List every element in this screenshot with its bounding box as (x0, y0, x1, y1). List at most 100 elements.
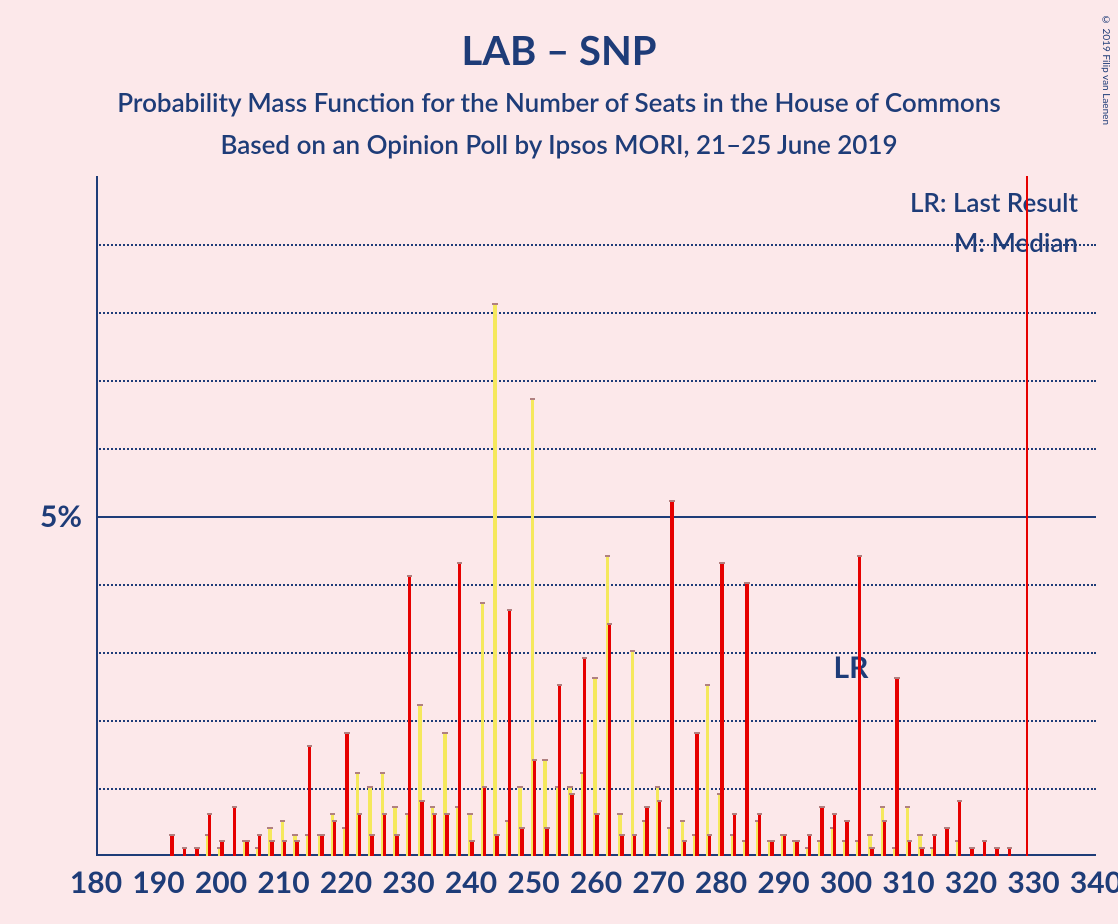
bar-cap (344, 732, 350, 734)
chart-subtitle-2: Based on an Opinion Poll by Ipsos MORI, … (0, 128, 1118, 160)
bar-cap (905, 806, 911, 808)
red-bar (708, 836, 712, 856)
red-bar (183, 849, 187, 856)
red-bar (520, 829, 524, 856)
bar-cap (244, 840, 250, 842)
x-tick-label: 280 (695, 864, 747, 900)
yellow-bar (631, 652, 635, 856)
bar-cap (694, 732, 700, 734)
bar-cap (169, 834, 175, 836)
bar-cap (919, 847, 925, 849)
bar-cap (494, 834, 500, 836)
bar-cap (417, 704, 423, 706)
lr-line (1026, 176, 1028, 856)
red-bar (733, 815, 737, 856)
bar-cap (757, 813, 763, 815)
red-bar (645, 808, 649, 856)
red-bar (383, 815, 387, 856)
red-bar (358, 815, 362, 856)
bar-cap (994, 847, 1000, 849)
bar-cap (380, 772, 386, 774)
red-bar (620, 836, 624, 856)
red-bar (633, 836, 637, 856)
legend-m: M: Median (954, 226, 1078, 258)
bar-cap (292, 834, 298, 836)
bar-cap (644, 806, 650, 808)
bar-cap (269, 840, 275, 842)
bar-cap (567, 786, 573, 788)
bar-cap (430, 806, 436, 808)
bar-cap (719, 562, 725, 564)
red-bar (570, 795, 574, 856)
grid-line (96, 244, 1096, 246)
bar-cap (457, 562, 463, 564)
lr-marker-label: LR (834, 649, 869, 685)
grid-line (96, 312, 1096, 314)
red-bar (608, 625, 612, 856)
x-tick-label: 210 (257, 864, 309, 900)
bar-cap (480, 602, 486, 604)
red-bar (283, 842, 287, 856)
red-bar (858, 557, 862, 856)
red-bar (758, 815, 762, 856)
bar-cap (444, 813, 450, 815)
bar-cap (894, 677, 900, 679)
bar-cap (232, 806, 238, 808)
bar-cap (257, 834, 263, 836)
bar-cap (219, 840, 225, 842)
x-tick-label: 320 (945, 864, 997, 900)
red-bar (933, 836, 937, 856)
bar-cap (507, 609, 513, 611)
bar-cap (669, 500, 675, 502)
bar-cap (319, 834, 325, 836)
bar-cap (557, 684, 563, 686)
bar-cap (355, 772, 361, 774)
bar-cap (280, 820, 286, 822)
x-tick-label: 200 (195, 864, 247, 900)
bar-cap (819, 806, 825, 808)
bar-cap (517, 786, 523, 788)
bar-cap (932, 834, 938, 836)
red-bar (408, 577, 412, 856)
copyright-text: © 2019 Filip van Laenen (1100, 14, 1112, 125)
bar-cap (769, 840, 775, 842)
bar-cap (267, 827, 273, 829)
bar-cap (707, 834, 713, 836)
red-bar (920, 849, 924, 856)
red-bar (308, 747, 312, 856)
red-bar (258, 836, 262, 856)
red-bar (495, 836, 499, 856)
bar-cap (832, 813, 838, 815)
bar-cap (844, 820, 850, 822)
red-bar (658, 802, 662, 856)
bar-cap (682, 840, 688, 842)
bar-cap (392, 806, 398, 808)
bar-cap (680, 820, 686, 822)
bar-cap (657, 800, 663, 802)
bar-cap (969, 847, 975, 849)
red-bar (808, 836, 812, 856)
x-tick-label: 310 (882, 864, 934, 900)
bar-cap (369, 834, 375, 836)
x-tick-label: 260 (570, 864, 622, 900)
x-tick-label: 290 (757, 864, 809, 900)
x-tick-label: 270 (632, 864, 684, 900)
bar-cap (330, 813, 336, 815)
red-bar (770, 842, 774, 856)
grid-line (96, 652, 1096, 654)
plot-area: LR: Last Result M: Median 5%180190200210… (96, 176, 1096, 856)
red-bar (445, 815, 449, 856)
grid-line (96, 584, 1096, 586)
yellow-bar (493, 305, 497, 856)
red-bar (883, 822, 887, 856)
chart-title: LAB – SNP (0, 26, 1118, 74)
bar-cap (332, 820, 338, 822)
bar-cap (630, 650, 636, 652)
bar-cap (282, 840, 288, 842)
red-bar (970, 849, 974, 856)
bar-cap (530, 398, 536, 400)
bar-cap (617, 813, 623, 815)
chart-subtitle-1: Probability Mass Function for the Number… (0, 86, 1118, 118)
bar-cap (592, 677, 598, 679)
yellow-bar (706, 686, 710, 856)
